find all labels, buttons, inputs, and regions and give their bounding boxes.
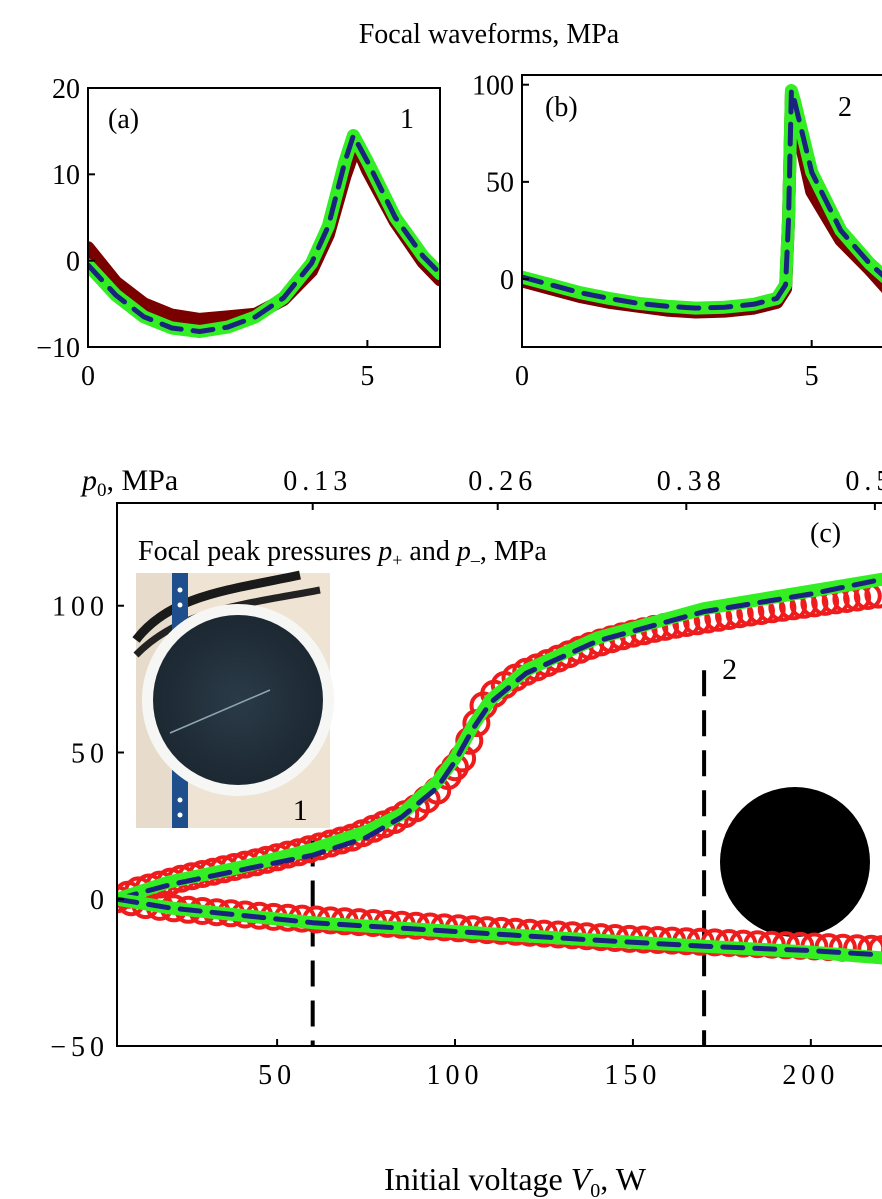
top-tick-label: 0.38 <box>657 466 726 497</box>
panel-c-series-fit-p-plus <box>117 576 882 902</box>
panel-b-ytick-label: 50 <box>486 168 514 199</box>
top-tick-label: 0.26 <box>468 466 537 497</box>
panel-c-xtick-label: 200 <box>782 1060 839 1091</box>
panel-c-series-fit-p-minus <box>117 896 882 958</box>
panel-a-xtick-label: 0 <box>81 361 95 392</box>
top-tick-label: 0.51 <box>845 466 882 497</box>
panel-a-series-fit <box>88 133 440 334</box>
vline-label-2: 2 <box>722 653 737 686</box>
panel-b-label: (b) <box>545 92 578 123</box>
panel-c-series-simulation-p-plus <box>117 572 882 906</box>
panel-b-frame <box>521 74 882 348</box>
panel-c-xtick-label: 50 <box>258 1060 296 1091</box>
panel-c-ytick-label: 100 <box>52 592 109 623</box>
panel-c-ytick-label: 0 <box>90 885 109 916</box>
panel-a-ytick-label: 0 <box>66 246 80 277</box>
panel-c-frame <box>116 502 882 1047</box>
panel-a-ytick-label: 10 <box>52 160 80 191</box>
figure-title: Focal waveforms, MPa <box>359 19 620 50</box>
panel-c-xtick-label: 100 <box>427 1060 484 1091</box>
panel-a-series-measured <box>88 137 440 326</box>
panel-b-curve-label: 2 <box>838 92 852 123</box>
panel-a-ytick-label: −10 <box>36 333 80 364</box>
panel-a-label: (a) <box>108 104 139 135</box>
panel-c-ytick-label: −50 <box>50 1032 109 1063</box>
top-tick-label: 0.13 <box>283 466 352 497</box>
top-axis-label: p0, MPa <box>80 464 178 501</box>
panel-b-xtick-label: 5 <box>805 361 819 392</box>
panel-a-frame <box>87 87 441 348</box>
circle-marker-p-minus <box>868 935 882 964</box>
panel-a-curve-label: 1 <box>400 104 414 135</box>
panel-b-series-fit <box>522 88 882 311</box>
panel-c: p0, MPa 0.13 0.26 0.38 0.51 1 2 50 100 150 200 −5… <box>50 464 882 1199</box>
x-axis-label: Initial voltage V0, W <box>384 1161 647 1199</box>
inset-photo <box>132 570 334 828</box>
panel-b-ytick-label: 0 <box>500 265 514 296</box>
panel-a-ytick-label: 20 <box>52 74 80 105</box>
panel-a-xtick-label: 5 <box>360 361 374 392</box>
panel-b-xtick-label: 0 <box>515 361 529 392</box>
panel-c-ytick-label: 50 <box>71 738 109 769</box>
black-disc <box>720 787 870 937</box>
panel-c-xtick-label: 150 <box>604 1060 661 1091</box>
panel-c-label: (c) <box>810 518 841 549</box>
vline-label-1: 1 <box>293 794 308 827</box>
panel-b-ytick-label: 100 <box>472 71 514 102</box>
panel-c-title: Focal peak pressures p+ and p–, MPa <box>138 536 547 570</box>
